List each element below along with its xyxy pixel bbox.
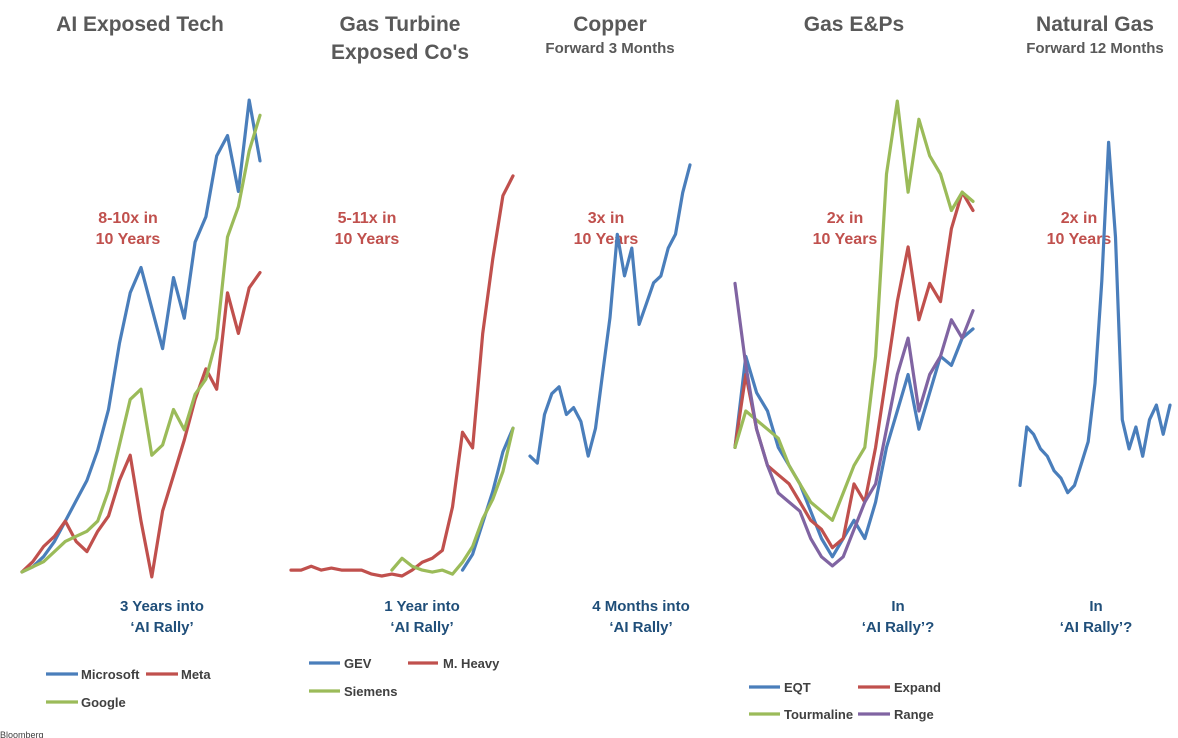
panel-title-line2: Exposed Co's [331,41,469,64]
series-line-copper [528,163,692,465]
phase-note-line1: 4 Months into [592,598,690,615]
phase-note-line2: ‘AI Rally’ [609,619,672,636]
legend-label: GEV [344,656,372,671]
panel-subtitle: Forward 3 Months [545,40,674,57]
panel-subtitle: Forward 12 Months [1026,40,1164,57]
phase-note-line2: ‘AI Rally’ [130,619,193,636]
phase-note-line1: In [1089,598,1102,615]
growth-note-line1: 8-10x in [98,210,158,227]
plot-area-natural-gas [1018,140,1172,495]
legend-label: Meta [181,667,211,682]
plot-area-gas-turbine [289,174,515,578]
growth-note-line1: 2x in [1061,210,1097,227]
series-line-natural-gas [1018,140,1172,495]
legend-label: Expand [894,680,941,695]
series-line-expand [733,190,975,550]
growth-note-line2: 10 Years [96,231,161,248]
series-line-m-heavy [289,174,515,578]
legend-label: EQT [784,680,811,695]
growth-note-line2: 10 Years [1047,231,1112,248]
phase-note-line1: 3 Years into [120,598,204,615]
source-note: Bloomberg [0,730,44,738]
phase-note-line2: ‘AI Rally’? [1060,619,1133,636]
legend-label: Google [81,695,126,710]
growth-note-line2: 10 Years [335,231,400,248]
legend-label: Tourmaline [784,707,853,722]
plot-area-ai-tech [20,98,262,579]
legend-label: Range [894,707,934,722]
legend: EQT Expand Tourmaline Range [749,680,941,722]
series-line-microsoft [20,98,262,574]
phase-note-line1: 1 Year into [384,598,460,615]
legend-label: Microsoft [81,667,140,682]
legend-label: M. Heavy [443,656,500,671]
plot-area-copper [528,163,692,465]
phase-note-line1: In [891,598,904,615]
series-line-range [733,281,975,568]
legend: GEV M. Heavy Siemens [309,656,500,699]
legend-label: Siemens [344,684,397,699]
legend: Microsoft Meta Google [46,667,211,710]
growth-note-line1: 5-11x in [338,210,397,227]
panel-title: Natural Gas [1036,13,1154,36]
growth-note-line1: 3x in [588,210,624,227]
panel-title: Gas E&Ps [804,13,904,36]
series-line-google [20,113,262,574]
panel-title: Copper [573,13,647,36]
growth-note-line2: 10 Years [574,231,639,248]
phase-note-line2: ‘AI Rally’ [390,619,453,636]
phase-note-line2: ‘AI Rally’? [862,619,935,636]
series-line-tourmaline [733,99,975,522]
series-line-meta [20,271,262,579]
panel-title: AI Exposed Tech [56,13,224,36]
growth-note-line2: 10 Years [813,231,878,248]
series-line-siemens [390,426,515,576]
panel-title: Gas Turbine [340,13,461,36]
plot-area-gas-eps [733,99,975,568]
growth-note-line1: 2x in [827,210,863,227]
